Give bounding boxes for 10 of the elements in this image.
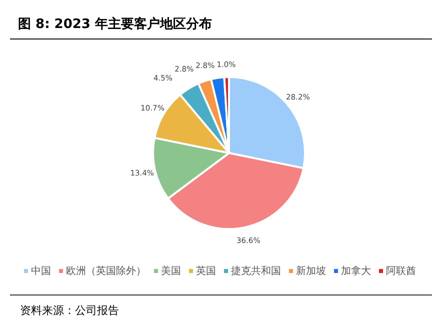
legend-label: 阿联酋 <box>386 265 416 277</box>
legend-label: 美国 <box>161 265 181 277</box>
legend-label: 英国 <box>196 265 216 277</box>
legend-label: 加拿大 <box>341 265 371 277</box>
legend-label: 欧洲（英国除外） <box>66 265 146 277</box>
text: 资料来源：公司报告 <box>20 304 119 317</box>
legend-label: 捷克共和国 <box>231 265 281 277</box>
legend-label: 新加坡 <box>296 265 326 277</box>
legend-label: 中国 <box>31 265 51 277</box>
chart-title: 图 8: 2023 年主要客户地区分布 <box>18 16 212 32</box>
